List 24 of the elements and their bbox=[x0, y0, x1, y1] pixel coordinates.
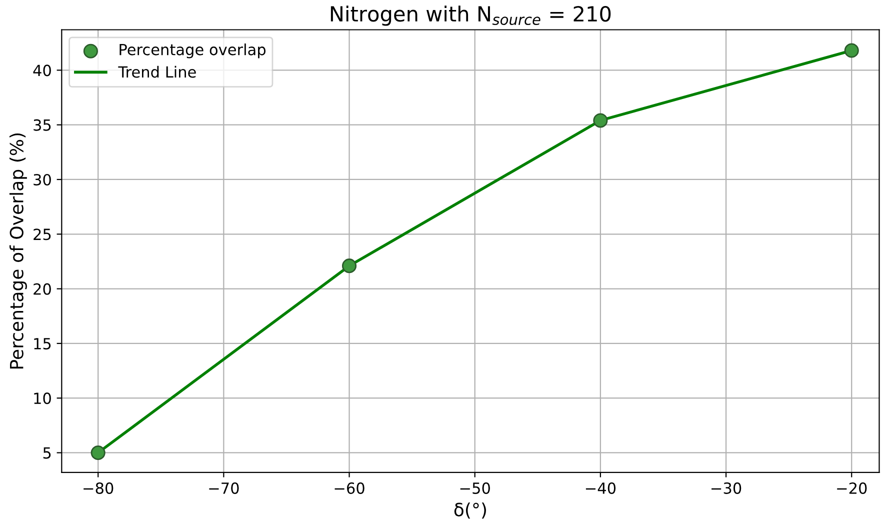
chart-title: Nitrogen with N$_{source}$ = 210 bbox=[330, 6, 611, 26]
legend-label: Percentage overlap bbox=[120, 44, 266, 58]
y-tick-label: 20 bbox=[34, 283, 51, 295]
point bbox=[342, 258, 357, 274]
x-tick-label: −30 bbox=[712, 482, 742, 494]
x-tick-label: −80 bbox=[84, 482, 114, 494]
y-tick-label: 30 bbox=[34, 174, 51, 186]
x-tick-label: −70 bbox=[209, 482, 239, 494]
point bbox=[90, 445, 106, 460]
x-tick-label: −50 bbox=[460, 482, 490, 494]
x-tick-label: −20 bbox=[837, 482, 867, 494]
y-tick-label: 35 bbox=[34, 119, 51, 131]
y-tick-label: 5 bbox=[43, 447, 51, 459]
x-tick-label: −60 bbox=[334, 482, 364, 494]
x-tick-label: −40 bbox=[586, 482, 616, 494]
legend-label: Trend Line bbox=[118, 66, 196, 78]
y-tick-label: 15 bbox=[34, 338, 51, 350]
y-tick-label: 25 bbox=[34, 228, 51, 240]
y-axis-title: Percentage of Overlap (%) bbox=[9, 133, 27, 369]
x-axis-title: δ(°) bbox=[454, 502, 486, 519]
point bbox=[844, 43, 859, 58]
y-tick-label: 40 bbox=[33, 64, 51, 76]
y-tick-label: 10 bbox=[34, 392, 51, 404]
point bbox=[593, 113, 608, 128]
